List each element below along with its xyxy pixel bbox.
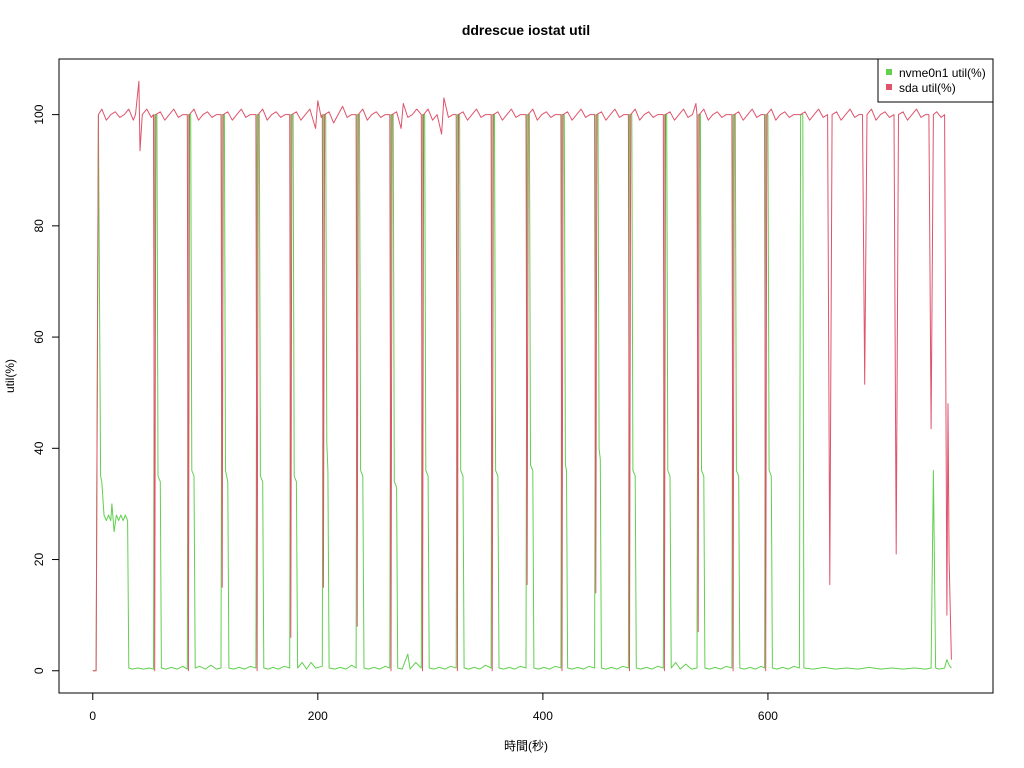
y-axis-label: util(%) bbox=[3, 359, 17, 393]
x-axis-label: 時間(秒) bbox=[504, 739, 548, 753]
legend-box bbox=[877, 58, 994, 103]
y-tick-label: 100 bbox=[32, 104, 46, 124]
legend-label-sda: sda util(%) bbox=[899, 81, 956, 95]
x-tick-label: 600 bbox=[758, 709, 778, 723]
y-tick-label: 60 bbox=[32, 330, 46, 344]
x-tick-label: 200 bbox=[308, 709, 328, 723]
legend-label-nvme0n1: nvme0n1 util(%) bbox=[899, 66, 986, 80]
legend: nvme0n1 util(%) sda util(%) bbox=[877, 58, 994, 103]
x-axis: 0 200 400 600 bbox=[89, 692, 778, 723]
y-tick-label: 20 bbox=[32, 553, 46, 567]
y-tick-label: 0 bbox=[32, 667, 46, 674]
y-tick-label: 80 bbox=[32, 219, 46, 233]
legend-swatch-sda bbox=[886, 84, 892, 90]
legend-swatch-nvme0n1 bbox=[886, 69, 892, 75]
y-tick-label: 40 bbox=[32, 441, 46, 455]
series-line-nvme0n1 bbox=[92, 114, 952, 672]
chart-title: ddrescue iostat util bbox=[462, 22, 590, 38]
series-layer bbox=[92, 80, 952, 672]
series-line-sda bbox=[92, 80, 952, 672]
x-tick-label: 400 bbox=[533, 709, 553, 723]
y-axis: 0 20 40 60 80 100 bbox=[32, 104, 60, 674]
x-tick-label: 0 bbox=[89, 709, 96, 723]
